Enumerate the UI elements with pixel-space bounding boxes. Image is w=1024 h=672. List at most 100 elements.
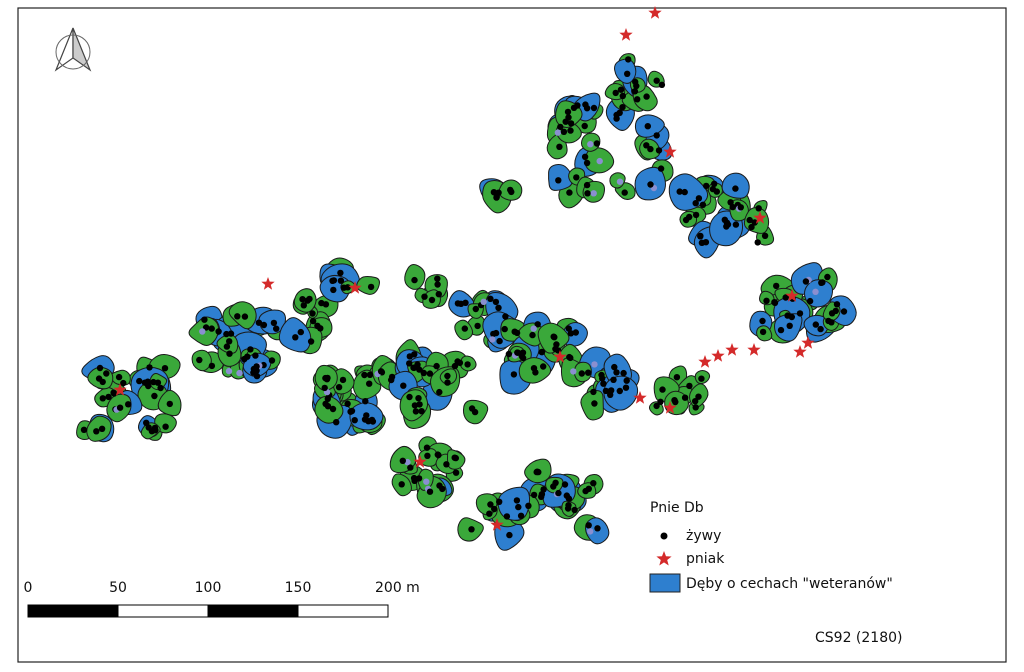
living-trunk <box>686 382 693 390</box>
living-trunk <box>519 354 527 362</box>
living-trunk <box>573 174 580 181</box>
living-trunk <box>529 331 536 339</box>
living-trunk <box>424 452 431 459</box>
living-trunk <box>439 485 446 493</box>
living-trunk <box>534 468 541 475</box>
living-trunk <box>510 371 518 378</box>
living-trunk <box>594 525 601 532</box>
living-trunk <box>223 343 231 350</box>
living-trunk <box>732 221 740 228</box>
living-trunk <box>120 379 127 387</box>
living-trunk <box>582 487 589 495</box>
living-trunk <box>161 365 169 372</box>
living-trunk <box>487 501 494 508</box>
stump <box>793 345 807 358</box>
living-trunk <box>567 127 574 134</box>
living-trunk <box>653 77 660 84</box>
living-trunk <box>591 400 598 407</box>
living-trunk <box>555 177 562 184</box>
living-trunk <box>273 325 280 332</box>
living-trunk <box>538 491 546 498</box>
living-trunk <box>581 153 589 160</box>
living-trunk <box>223 330 230 338</box>
living-trunk <box>557 123 564 131</box>
living-trunk <box>502 313 509 320</box>
living-trunk <box>581 122 588 130</box>
living-trunk <box>746 216 753 224</box>
living-trunk <box>729 203 736 211</box>
legend-item: Dęby o cechach "weteranów" <box>686 576 893 592</box>
living-trunk <box>253 363 260 370</box>
living-trunk <box>828 310 836 317</box>
living-trunk <box>623 377 630 384</box>
living-trunk <box>462 299 469 306</box>
living-trunk <box>515 503 522 511</box>
stump <box>619 28 633 41</box>
living-trunk <box>252 352 259 359</box>
living-trunk <box>300 302 307 309</box>
living-trunk <box>681 188 688 196</box>
living-trunk <box>616 387 623 395</box>
living-trunk <box>362 398 369 405</box>
living-trunk <box>95 375 103 382</box>
living-trunk <box>658 81 666 89</box>
living-trunk <box>412 408 420 415</box>
living-trunk <box>591 361 598 368</box>
living-trunk <box>647 145 654 153</box>
living-trunk <box>567 120 575 127</box>
living-trunk <box>616 109 623 117</box>
living-trunk <box>154 379 162 386</box>
living-trunk <box>695 195 703 202</box>
living-trunk <box>421 293 428 300</box>
living-trunk <box>344 400 351 407</box>
living-trunk <box>410 364 417 371</box>
stump <box>785 289 799 302</box>
living-trunk <box>329 405 337 413</box>
living-trunk <box>340 284 348 291</box>
living-trunk <box>759 328 767 336</box>
stump <box>663 401 677 414</box>
living-trunk <box>136 377 143 385</box>
living-trunk <box>763 297 770 304</box>
living-trunk <box>225 367 233 375</box>
living-trunk <box>116 404 124 411</box>
living-trunk <box>621 189 628 196</box>
living-trunk <box>657 398 664 405</box>
living-trunk <box>196 356 203 364</box>
living-trunk <box>582 101 589 108</box>
living-trunk <box>369 418 377 425</box>
living-trunk <box>226 338 233 345</box>
stump <box>490 518 504 531</box>
living-trunk <box>398 481 405 488</box>
living-trunk <box>480 298 487 305</box>
stump <box>711 349 725 362</box>
living-trunk <box>492 298 500 306</box>
living-trunk <box>406 360 413 367</box>
living-trunk <box>525 502 532 509</box>
living-trunk <box>111 390 118 397</box>
living-trunk <box>472 305 479 313</box>
living-trunk <box>304 297 311 304</box>
living-trunk <box>833 301 841 308</box>
north-arrow <box>54 27 92 72</box>
living-trunk <box>199 328 206 335</box>
living-trunk <box>584 190 591 197</box>
living-trunk <box>400 382 407 389</box>
living-trunk <box>566 189 573 196</box>
stump <box>413 455 427 468</box>
living-trunk <box>415 475 423 482</box>
living-trunk <box>796 310 804 317</box>
living-trunk <box>619 92 626 100</box>
living-trunk <box>399 457 406 464</box>
living-trunk <box>307 338 315 345</box>
living-trunk <box>162 423 169 430</box>
living-trunk <box>709 185 717 193</box>
living-trunk <box>607 391 614 398</box>
living-trunk <box>786 322 793 329</box>
living-trunk <box>655 147 663 154</box>
living-trunk <box>565 495 573 502</box>
stump <box>348 281 362 294</box>
living-trunk <box>333 419 340 426</box>
living-trunk <box>423 444 431 451</box>
living-trunk <box>388 376 395 384</box>
